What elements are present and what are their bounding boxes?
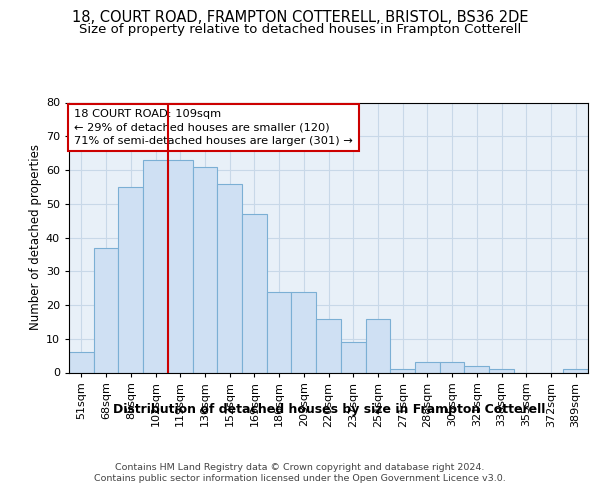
- Bar: [341, 342, 365, 372]
- Bar: [118, 187, 143, 372]
- Bar: [168, 160, 193, 372]
- Bar: [217, 184, 242, 372]
- Bar: [440, 362, 464, 372]
- Bar: [415, 362, 440, 372]
- Bar: [242, 214, 267, 372]
- Bar: [489, 369, 514, 372]
- Bar: [193, 166, 217, 372]
- Text: Contains HM Land Registry data © Crown copyright and database right 2024.: Contains HM Land Registry data © Crown c…: [115, 462, 485, 471]
- Text: Distribution of detached houses by size in Frampton Cotterell: Distribution of detached houses by size …: [113, 402, 545, 415]
- Text: Size of property relative to detached houses in Frampton Cotterell: Size of property relative to detached ho…: [79, 22, 521, 36]
- Bar: [94, 248, 118, 372]
- Bar: [365, 318, 390, 372]
- Text: 18, COURT ROAD, FRAMPTON COTTERELL, BRISTOL, BS36 2DE: 18, COURT ROAD, FRAMPTON COTTERELL, BRIS…: [72, 10, 528, 25]
- Bar: [316, 318, 341, 372]
- Bar: [267, 292, 292, 372]
- Bar: [292, 292, 316, 372]
- Y-axis label: Number of detached properties: Number of detached properties: [29, 144, 41, 330]
- Text: 18 COURT ROAD: 109sqm
← 29% of detached houses are smaller (120)
71% of semi-det: 18 COURT ROAD: 109sqm ← 29% of detached …: [74, 110, 353, 146]
- Bar: [464, 366, 489, 372]
- Bar: [69, 352, 94, 372]
- Text: Contains public sector information licensed under the Open Government Licence v3: Contains public sector information licen…: [94, 474, 506, 483]
- Bar: [563, 369, 588, 372]
- Bar: [390, 369, 415, 372]
- Bar: [143, 160, 168, 372]
